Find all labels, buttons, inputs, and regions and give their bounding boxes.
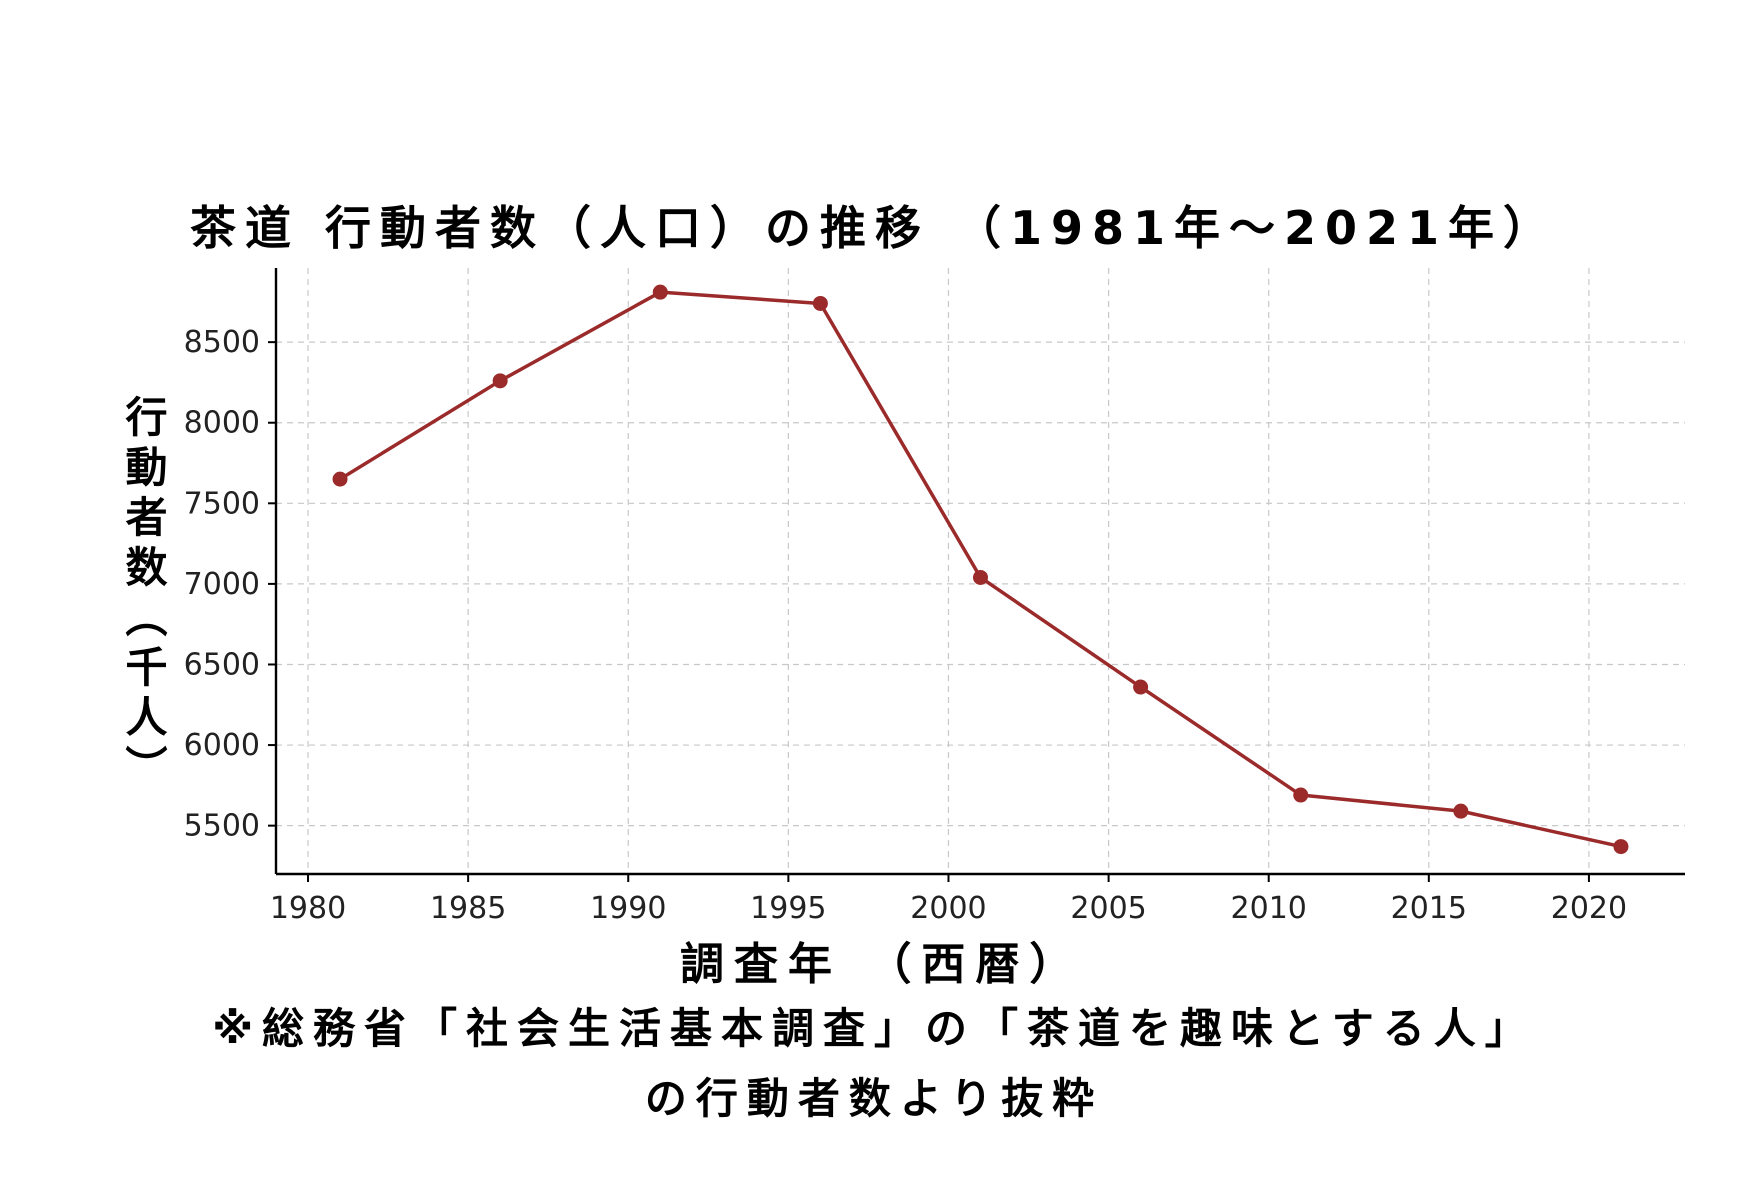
y-tick-label: 6000 (184, 728, 260, 763)
x-axis-label: 調査年 （西暦） (680, 939, 1084, 990)
x-tick-label: 2005 (1070, 891, 1146, 926)
y-axis-label: 行動者数（千人） (119, 395, 168, 795)
x-tick-label: 2020 (1551, 891, 1627, 926)
source-note-line-2: の行動者数より抜粋 (644, 1074, 1104, 1123)
data-point (332, 471, 348, 487)
x-tick-label: 1980 (270, 891, 346, 926)
x-tick-label: 2010 (1231, 891, 1307, 926)
data-point (812, 295, 828, 311)
y-tick-label: 8000 (184, 406, 260, 441)
data-point (652, 284, 668, 300)
y-tick-label: 7000 (184, 567, 260, 602)
x-tick-label: 1985 (430, 891, 506, 926)
chart-title: 茶道 行動者数（人口）の推移 （1981年～2021年） (189, 201, 1559, 255)
axes (268, 268, 1685, 882)
data-point (492, 373, 508, 389)
data-series (332, 284, 1629, 855)
data-point (1133, 679, 1149, 695)
data-point (1613, 839, 1629, 855)
x-tick-label: 1995 (750, 891, 826, 926)
data-point (1453, 803, 1469, 819)
data-point (1293, 787, 1309, 803)
source-note-line-1: ※総務省「社会生活基本調査」の「茶道を趣味とする人」 (212, 1004, 1536, 1053)
y-tick-label: 8500 (184, 325, 260, 360)
x-tick-label: 2015 (1391, 891, 1467, 926)
tick-labels: 1980 1985 1990 1995 2000 2005 2010 2015 2020 5500… (184, 325, 1627, 926)
y-tick-label: 5500 (184, 809, 260, 844)
x-tick-label: 1990 (590, 891, 666, 926)
y-tick-label: 7500 (184, 486, 260, 521)
x-tick-label: 2000 (910, 891, 986, 926)
grid-lines (276, 268, 1685, 874)
data-point (973, 569, 988, 585)
y-tick-label: 6500 (184, 647, 260, 682)
